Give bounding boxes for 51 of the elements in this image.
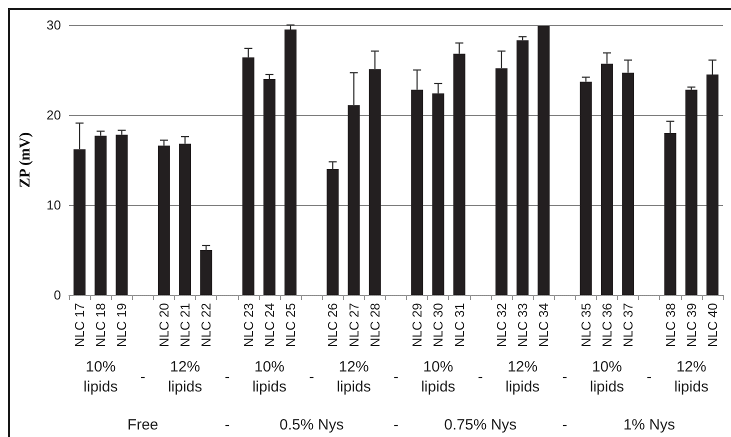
x-tick-label: NLC 35 <box>578 303 594 348</box>
text: 10% lipids <box>252 358 287 396</box>
x-tick-label: NLC 30 <box>430 303 446 348</box>
x-tick-label: NLC 39 <box>684 303 699 348</box>
x-tick-label: NLC 19 <box>114 303 130 348</box>
x-tick-label: NLC 20 <box>156 303 172 348</box>
x-tick-label: NLC 28 <box>367 303 382 348</box>
text: 10% lipids <box>84 358 118 396</box>
y-tick-label: 0 <box>54 288 61 302</box>
x-tick-label: NLC 40 <box>704 303 720 348</box>
text: 12% lipids <box>505 358 540 396</box>
text: - <box>224 368 230 386</box>
x-tick-label: NLC 29 <box>410 303 425 348</box>
x-tick-label: NLC 34 <box>536 303 552 348</box>
y-tick-label: 20 <box>46 108 61 122</box>
y-tick-label: 30 <box>46 18 61 32</box>
text: - <box>646 368 652 386</box>
x-tick-label: NLC 24 <box>262 303 277 348</box>
x-tick-label: NLC 18 <box>93 303 108 348</box>
x-tick-label: NLC 25 <box>283 303 298 348</box>
text: - <box>562 416 568 434</box>
text: 10% lipids <box>590 358 624 396</box>
x-tick-label: NLC 22 <box>198 303 214 348</box>
text: 12% lipids <box>674 358 708 396</box>
x-tick-label: NLC 27 <box>346 303 362 348</box>
text: Free <box>127 416 158 434</box>
x-tick-label: NLC 23 <box>240 303 256 348</box>
text: - <box>562 368 568 386</box>
x-tick-label: NLC 21 <box>178 303 193 348</box>
text: 0.75% Nys <box>444 416 517 434</box>
text: - <box>140 368 146 386</box>
x-tick-label: NLC 38 <box>662 303 678 348</box>
x-tick-label: NLC 31 <box>452 303 467 348</box>
y-tick-label: 10 <box>46 198 61 212</box>
x-tick-label: NLC 17 <box>72 303 88 348</box>
text: 10% lipids <box>421 358 456 396</box>
text: 12% lipids <box>336 358 371 396</box>
text: - <box>224 416 230 434</box>
x-tick-label: NLC 32 <box>494 303 509 348</box>
x-tick-label: NLC 26 <box>325 303 340 348</box>
x-tick-label: NLC 33 <box>515 303 530 348</box>
text: - <box>478 368 483 386</box>
text: - <box>394 416 398 434</box>
text: - <box>394 368 398 386</box>
text: 12% lipids <box>168 358 202 396</box>
text: - <box>309 368 314 386</box>
y-axis-title: ZP (mV) <box>18 132 34 188</box>
text: 1% Nys <box>623 416 676 434</box>
text: 0.5% Nys <box>280 416 344 434</box>
x-tick-label: NLC 37 <box>620 303 636 348</box>
x-tick-label: NLC 36 <box>599 303 614 348</box>
